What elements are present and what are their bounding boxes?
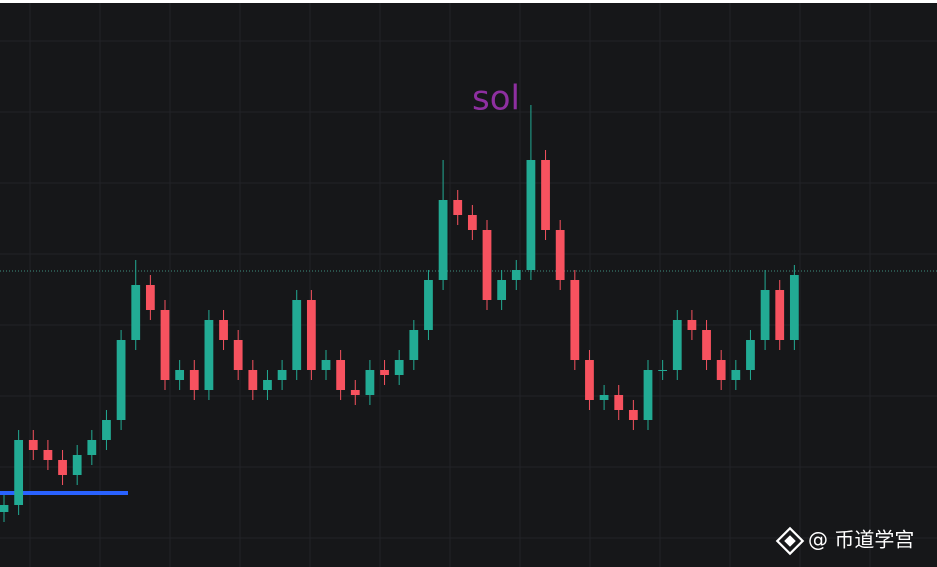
candle-body [87, 440, 97, 455]
candle-body [424, 280, 433, 330]
candle-body [716, 360, 726, 380]
candle-body [321, 360, 331, 370]
candle-body [570, 280, 580, 360]
watermark: @ 币道学宫 [808, 528, 914, 552]
candle-body [219, 320, 228, 340]
candle-body [28, 440, 38, 450]
candle-body [394, 360, 404, 375]
candle-body [131, 285, 141, 340]
candle-body [658, 370, 668, 371]
candle-body [555, 230, 565, 280]
candle-body [58, 460, 67, 475]
candle-body [175, 370, 185, 380]
candle-body [102, 420, 111, 440]
candle-body [453, 200, 463, 215]
candle-body [541, 160, 550, 230]
candle-body [438, 200, 448, 280]
candle-body [746, 340, 755, 370]
annotation: sol [472, 79, 520, 119]
candle-body [789, 275, 799, 340]
candle-body [350, 390, 360, 395]
candle-body [116, 340, 126, 420]
candle-body [760, 290, 770, 340]
candle-body [233, 340, 243, 370]
candle-body [585, 360, 594, 400]
candle-body [482, 230, 492, 300]
candle-body [672, 320, 682, 370]
candle-body [380, 370, 389, 375]
candle-body [775, 290, 785, 340]
candle-body [599, 395, 609, 400]
grid [0, 3, 937, 567]
candle-body [365, 370, 375, 395]
candle-body [511, 270, 521, 280]
candle-body [526, 160, 536, 270]
candle-body [277, 370, 287, 380]
candle-body [628, 410, 638, 420]
candle-body [263, 380, 272, 390]
candle-body [204, 320, 214, 390]
candle-body [336, 360, 346, 390]
candle-body [72, 455, 82, 475]
candle-body [248, 370, 258, 390]
top-strip [0, 0, 937, 3]
candle-body [497, 280, 507, 300]
candle-body [189, 370, 199, 390]
candle-body [306, 300, 316, 370]
candle-body [643, 370, 653, 420]
candle-body [145, 285, 155, 310]
candle-body [702, 330, 711, 360]
candle-body [467, 215, 477, 230]
candle-body [160, 310, 170, 380]
candle-body [731, 370, 741, 380]
candle-body [14, 440, 24, 505]
candle-body [687, 320, 697, 330]
plot [0, 105, 937, 522]
candle-body [614, 395, 624, 410]
watermark-icon [775, 526, 805, 556]
candle-body [0, 505, 9, 512]
candle-body [409, 330, 419, 360]
candle-body [43, 450, 53, 460]
candle-body [292, 300, 302, 370]
